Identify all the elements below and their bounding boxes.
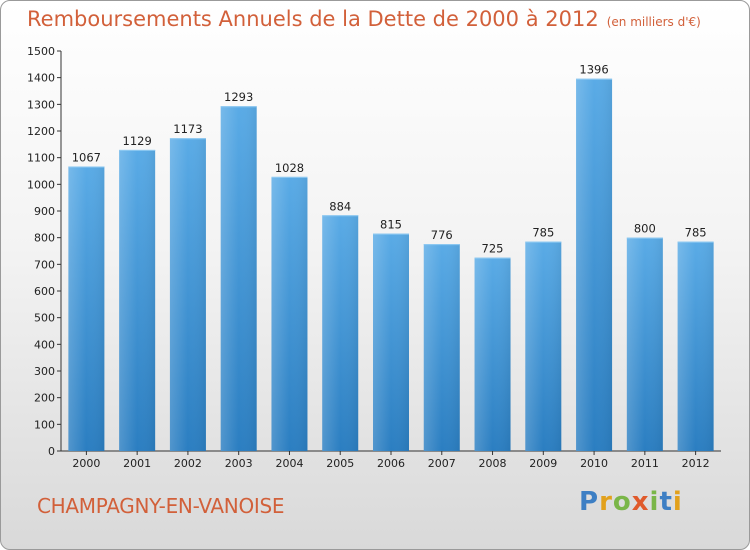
logo-letter-t: t <box>659 487 673 517</box>
logo-letter-i2: i <box>672 487 683 517</box>
bar-shine <box>677 241 714 451</box>
chart-unit: (en milliers d'€) <box>606 15 701 29</box>
bar-value-label: 1067 <box>72 150 101 164</box>
x-tick-label: 2009 <box>529 457 557 470</box>
bar-value-label: 815 <box>380 218 402 232</box>
x-tick-label: 2011 <box>631 457 659 470</box>
x-tick-label: 2001 <box>123 457 151 470</box>
bar-value-label: 1293 <box>224 90 253 104</box>
x-tick-label: 2000 <box>72 457 100 470</box>
y-tick-label: 500 <box>34 312 55 325</box>
bar-value-label: 776 <box>431 228 453 242</box>
bar-value-label: 884 <box>329 199 351 213</box>
bar-value-label: 800 <box>634 222 656 236</box>
bar-shine <box>373 233 409 451</box>
bar-shine <box>576 78 613 451</box>
bar-shine <box>220 106 257 451</box>
bar-shine <box>68 166 105 451</box>
y-tick-label: 0 <box>48 445 55 458</box>
bar-value-label: 725 <box>482 242 504 256</box>
y-tick-label: 600 <box>34 285 55 298</box>
y-tick-label: 300 <box>34 365 55 378</box>
bar-shine <box>322 215 359 451</box>
x-tick-label: 2012 <box>682 457 710 470</box>
y-tick-label: 200 <box>34 392 55 405</box>
bar-shine <box>474 257 511 451</box>
y-tick-label: 1200 <box>27 125 55 138</box>
bar-shine <box>525 241 562 451</box>
x-tick-label: 2008 <box>479 457 507 470</box>
bar-shine <box>626 237 663 451</box>
y-tick-label: 900 <box>34 205 55 218</box>
x-tick-label: 2010 <box>580 457 608 470</box>
x-tick-label: 2006 <box>377 457 405 470</box>
y-tick-label: 1400 <box>27 72 55 85</box>
chart-title: Remboursements Annuels de la Dette de 20… <box>27 7 701 31</box>
logo-letter-r: r <box>599 487 613 517</box>
y-tick-label: 100 <box>34 418 55 431</box>
x-tick-label: 2003 <box>225 457 253 470</box>
y-tick-label: 1100 <box>27 152 55 165</box>
y-tick-label: 1000 <box>27 178 55 191</box>
bar-value-label: 785 <box>532 226 554 240</box>
bar-shine <box>271 176 308 451</box>
bar-shine <box>119 149 156 451</box>
x-tick-label: 2004 <box>275 457 303 470</box>
logo-letter-o: o <box>612 487 632 517</box>
chart-title-text: Remboursements Annuels de la Dette de 20… <box>27 7 599 31</box>
y-tick-label: 1300 <box>27 98 55 111</box>
proxiti-logo[interactable]: Proxiti <box>579 487 683 517</box>
y-tick-label: 1500 <box>27 45 55 58</box>
bar-value-label: 785 <box>685 226 707 240</box>
commune-name: CHAMPAGNY-EN-VANOISE <box>37 494 285 518</box>
bar-shine <box>169 138 206 451</box>
x-tick-label: 2007 <box>428 457 456 470</box>
bar-shine <box>423 244 460 451</box>
bar-value-label: 1173 <box>173 122 202 136</box>
bar-value-label: 1396 <box>579 63 608 77</box>
logo-letter-p: P <box>579 487 600 517</box>
logo-letter-x: x <box>631 487 650 517</box>
y-tick-label: 800 <box>34 232 55 245</box>
x-tick-label: 2002 <box>174 457 202 470</box>
y-tick-label: 700 <box>34 258 55 271</box>
bar-value-label: 1129 <box>123 134 152 148</box>
y-tick-label: 400 <box>34 338 55 351</box>
x-tick-label: 2005 <box>326 457 354 470</box>
bar-value-label: 1028 <box>275 161 304 175</box>
logo-letter-i1: i <box>649 487 660 517</box>
